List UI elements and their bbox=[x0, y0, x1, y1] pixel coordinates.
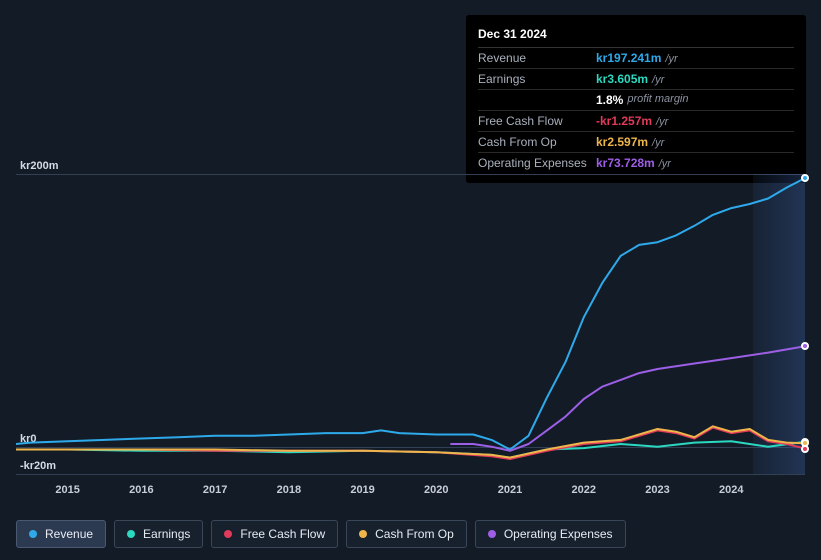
x-axis-label: 2019 bbox=[350, 484, 374, 496]
tooltip-metric-value: kr2.597m bbox=[596, 135, 648, 149]
series-cfo bbox=[16, 426, 805, 457]
x-axis: 2015 2016 2017 2018 2019 2020 2021 2022 2023 2024 bbox=[16, 484, 805, 502]
x-axis-label: 2018 bbox=[277, 484, 301, 496]
x-axis-label: 2021 bbox=[498, 484, 522, 496]
legend-label: Free Cash Flow bbox=[240, 527, 325, 541]
tooltip-metric-label: Earnings bbox=[478, 72, 596, 86]
x-axis-label: 2023 bbox=[645, 484, 669, 496]
legend-swatch bbox=[29, 530, 37, 538]
line-chart-svg bbox=[16, 174, 805, 474]
tooltip-row: Free Cash Flow-kr1.257m/yr bbox=[478, 111, 794, 132]
tooltip-metric-unit: /yr bbox=[652, 74, 664, 86]
tooltip-margin-value: 1.8% bbox=[596, 93, 623, 107]
tooltip-metric-value: kr197.241m bbox=[596, 51, 661, 65]
legend-label: Operating Expenses bbox=[504, 527, 613, 541]
tooltip-margin-row: 1.8% profit margin bbox=[478, 90, 794, 111]
tooltip-metric-value: -kr1.257m bbox=[596, 114, 652, 128]
legend-swatch bbox=[488, 530, 496, 538]
tooltip-metric-unit: /yr bbox=[652, 137, 664, 149]
x-axis-label: 2024 bbox=[719, 484, 743, 496]
legend-label: Revenue bbox=[45, 527, 93, 541]
tooltip-metric-unit: /yr bbox=[665, 53, 677, 65]
legend-item-cfo[interactable]: Cash From Op bbox=[346, 520, 467, 548]
tooltip-row: Earningskr3.605m/yr bbox=[478, 69, 794, 90]
tooltip-metric-unit: /yr bbox=[656, 116, 668, 128]
x-axis-label: 2017 bbox=[203, 484, 227, 496]
legend-swatch bbox=[224, 530, 232, 538]
legend-item-fcf[interactable]: Free Cash Flow bbox=[211, 520, 338, 548]
series-end-marker bbox=[801, 342, 809, 350]
tooltip-row: Revenuekr197.241m/yr bbox=[478, 48, 794, 69]
x-axis-label: 2022 bbox=[572, 484, 596, 496]
tooltip-date: Dec 31 2024 bbox=[478, 23, 794, 48]
tooltip-row: Cash From Opkr2.597m/yr bbox=[478, 132, 794, 153]
series-revenue bbox=[16, 178, 805, 449]
tooltip-metric-label: Cash From Op bbox=[478, 135, 596, 149]
legend-item-opex[interactable]: Operating Expenses bbox=[475, 520, 626, 548]
series-end-marker bbox=[801, 439, 809, 447]
chart-legend: Revenue Earnings Free Cash Flow Cash From O… bbox=[16, 520, 626, 548]
series-end-marker bbox=[801, 174, 809, 182]
series-opex bbox=[451, 346, 805, 451]
x-axis-label: 2020 bbox=[424, 484, 448, 496]
plot-area[interactable] bbox=[16, 174, 805, 474]
grid-line bbox=[16, 474, 805, 475]
legend-label: Cash From Op bbox=[375, 527, 454, 541]
chart-container: kr200mkr0-kr20m 201520162017201820192020… bbox=[16, 158, 805, 498]
legend-swatch bbox=[359, 530, 367, 538]
y-axis-label: kr200m bbox=[20, 160, 59, 172]
tooltip-metric-value: kr3.605m bbox=[596, 72, 648, 86]
legend-swatch bbox=[127, 530, 135, 538]
tooltip-margin-label: profit margin bbox=[627, 93, 688, 107]
tooltip-metric-label: Free Cash Flow bbox=[478, 114, 596, 128]
legend-item-revenue[interactable]: Revenue bbox=[16, 520, 106, 548]
tooltip-metric-label: Revenue bbox=[478, 51, 596, 65]
legend-item-earnings[interactable]: Earnings bbox=[114, 520, 203, 548]
x-axis-label: 2016 bbox=[129, 484, 153, 496]
legend-label: Earnings bbox=[143, 527, 190, 541]
x-axis-label: 2015 bbox=[55, 484, 79, 496]
